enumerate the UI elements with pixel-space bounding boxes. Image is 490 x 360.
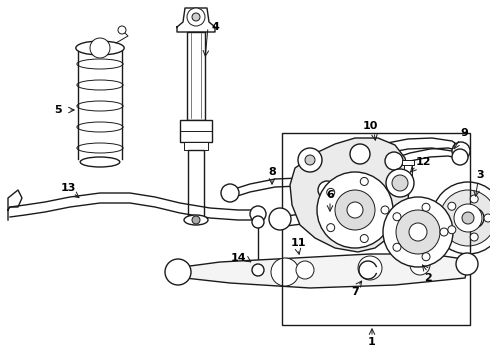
Circle shape xyxy=(358,256,382,280)
Circle shape xyxy=(360,177,368,185)
Polygon shape xyxy=(175,254,470,288)
Circle shape xyxy=(296,261,314,279)
Circle shape xyxy=(350,144,370,164)
Circle shape xyxy=(484,214,490,222)
Ellipse shape xyxy=(77,143,123,153)
Bar xyxy=(180,120,212,142)
Circle shape xyxy=(396,210,440,254)
Bar xyxy=(187,32,205,120)
Circle shape xyxy=(221,184,239,202)
Bar xyxy=(282,133,470,325)
Ellipse shape xyxy=(77,59,123,69)
Circle shape xyxy=(165,259,191,285)
Bar xyxy=(184,142,208,150)
Circle shape xyxy=(347,202,363,218)
Circle shape xyxy=(386,169,414,197)
Circle shape xyxy=(422,203,430,211)
Circle shape xyxy=(271,258,299,286)
Text: 5: 5 xyxy=(54,105,62,115)
Circle shape xyxy=(392,175,408,191)
Ellipse shape xyxy=(77,122,123,132)
Circle shape xyxy=(456,253,478,275)
Circle shape xyxy=(383,197,453,267)
Circle shape xyxy=(393,213,401,221)
Circle shape xyxy=(452,149,468,165)
Ellipse shape xyxy=(184,215,208,225)
Circle shape xyxy=(385,152,403,170)
Circle shape xyxy=(422,253,430,261)
Circle shape xyxy=(335,190,375,230)
Text: 3: 3 xyxy=(476,170,484,180)
Text: 1: 1 xyxy=(368,337,376,347)
Text: 12: 12 xyxy=(415,157,431,167)
Circle shape xyxy=(269,208,291,230)
Circle shape xyxy=(454,204,482,232)
Text: 9: 9 xyxy=(460,128,468,138)
Circle shape xyxy=(470,195,478,203)
Circle shape xyxy=(440,228,448,236)
Text: 13: 13 xyxy=(60,183,75,193)
Text: 8: 8 xyxy=(268,167,276,177)
Circle shape xyxy=(252,216,264,228)
Circle shape xyxy=(192,216,200,224)
Circle shape xyxy=(381,206,389,214)
Circle shape xyxy=(462,212,474,224)
Text: 7: 7 xyxy=(351,287,359,297)
Circle shape xyxy=(317,172,393,248)
Circle shape xyxy=(318,181,336,199)
Bar xyxy=(402,160,414,165)
Text: 14: 14 xyxy=(230,253,246,263)
Circle shape xyxy=(118,26,126,34)
Text: 11: 11 xyxy=(290,238,306,248)
Text: 10: 10 xyxy=(362,121,378,131)
Circle shape xyxy=(393,243,401,251)
Ellipse shape xyxy=(77,80,123,90)
Ellipse shape xyxy=(77,101,123,111)
Bar xyxy=(188,150,204,220)
Ellipse shape xyxy=(80,157,120,167)
Circle shape xyxy=(90,38,110,58)
Circle shape xyxy=(452,142,470,160)
Circle shape xyxy=(470,233,478,241)
Text: 2: 2 xyxy=(424,273,432,283)
Circle shape xyxy=(464,208,484,228)
Circle shape xyxy=(409,223,427,241)
Circle shape xyxy=(432,182,490,254)
Text: 4: 4 xyxy=(211,22,219,32)
Circle shape xyxy=(360,234,368,243)
Circle shape xyxy=(327,188,335,196)
Circle shape xyxy=(252,264,264,276)
Circle shape xyxy=(410,255,430,275)
Circle shape xyxy=(192,13,200,21)
Circle shape xyxy=(305,155,315,165)
Circle shape xyxy=(250,206,266,222)
Circle shape xyxy=(327,224,335,231)
Circle shape xyxy=(448,202,456,210)
Circle shape xyxy=(298,148,322,172)
Circle shape xyxy=(440,190,490,246)
Text: 6: 6 xyxy=(326,190,334,200)
Bar xyxy=(404,162,412,182)
Polygon shape xyxy=(177,8,215,32)
Ellipse shape xyxy=(76,41,124,55)
Polygon shape xyxy=(290,138,410,252)
Circle shape xyxy=(187,8,205,26)
Circle shape xyxy=(448,226,456,234)
